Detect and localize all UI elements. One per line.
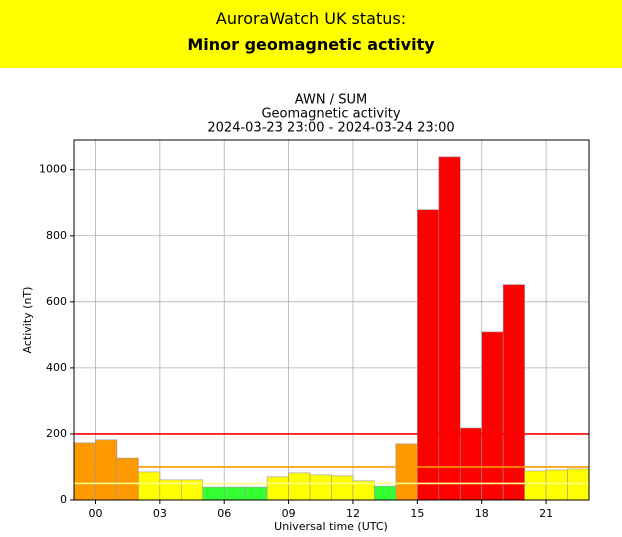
bar — [395, 443, 418, 501]
x-tick-label: 03 — [153, 507, 167, 520]
bar — [481, 331, 504, 501]
x-tick-label: 12 — [346, 507, 360, 520]
x-tick-label: 18 — [475, 507, 489, 520]
bar — [309, 474, 332, 501]
x-tick-label: 09 — [282, 507, 296, 520]
y-tick-label: 600 — [46, 295, 67, 308]
bar — [245, 486, 268, 501]
bar — [266, 476, 289, 501]
bar — [417, 209, 440, 501]
chart-subtitle: Geomagnetic activity — [261, 107, 400, 122]
bar — [438, 156, 461, 501]
bar — [524, 470, 547, 501]
bar — [567, 468, 590, 501]
chart-title: AWN / SUM — [295, 93, 367, 108]
bar — [331, 475, 354, 501]
status-value: Minor geomagnetic activity — [187, 35, 435, 54]
bar — [95, 439, 118, 501]
x-tick-label: 06 — [217, 507, 231, 520]
bar — [288, 472, 311, 501]
bar — [223, 486, 246, 501]
bar — [545, 469, 568, 501]
status-banner: AuroraWatch UK status: Minor geomagnetic… — [0, 0, 622, 68]
x-tick-label: 00 — [88, 507, 102, 520]
status-label: AuroraWatch UK status: — [215, 9, 407, 28]
x-axis-label: Universal time (UTC) — [274, 520, 388, 533]
x-tick-label: 21 — [539, 507, 553, 520]
chart-period: 2024-03-23 23:00 - 2024-03-24 23:00 — [207, 121, 454, 136]
chart: AWN / SUM Geomagnetic activity 2024-03-2… — [21, 93, 590, 533]
plot-frame — [73, 139, 590, 501]
y-tick-label: 1000 — [39, 163, 67, 176]
bar — [202, 486, 225, 501]
x-tick-label: 15 — [410, 507, 424, 520]
bar — [116, 457, 139, 501]
y-tick-label: 200 — [46, 427, 67, 440]
bar — [138, 471, 161, 501]
bar — [73, 442, 96, 501]
y-tick-label: 400 — [46, 361, 67, 374]
bar — [459, 427, 483, 501]
bar — [374, 485, 397, 501]
y-tick-label: 800 — [46, 229, 67, 242]
y-tick-label: 0 — [60, 493, 67, 506]
y-axis-label: Activity (nT) — [21, 287, 34, 354]
